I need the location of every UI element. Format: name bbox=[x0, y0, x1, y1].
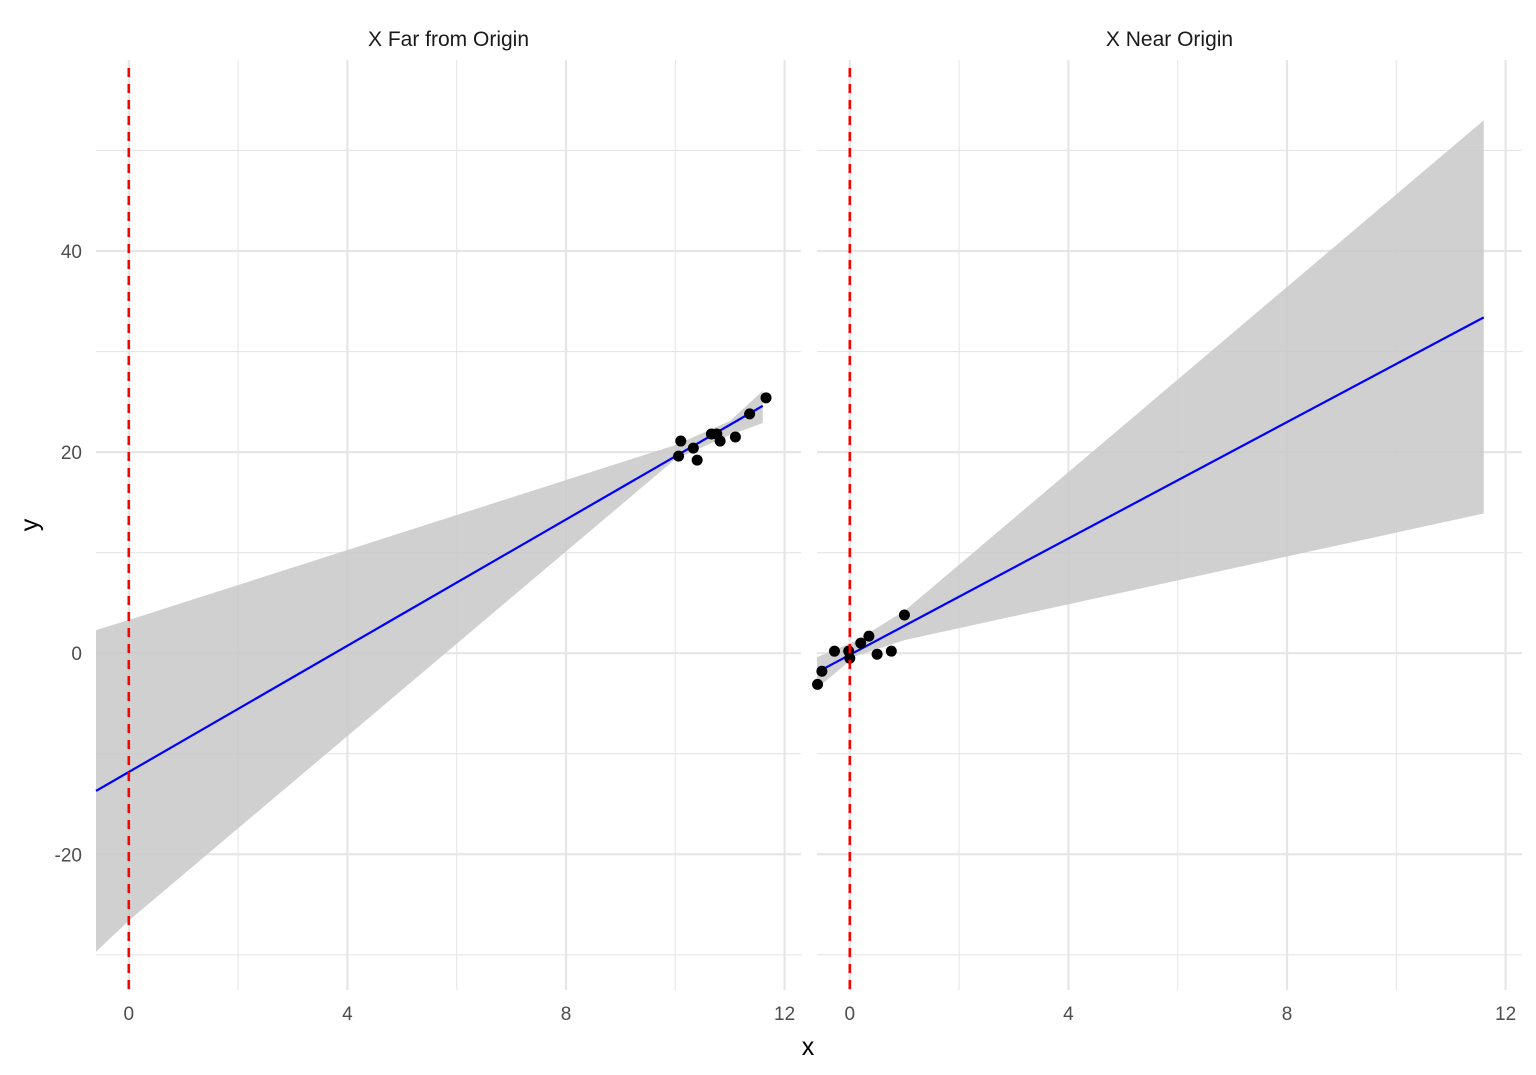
y-tick-label: 20 bbox=[61, 443, 82, 464]
data-point bbox=[871, 648, 883, 660]
x-tick-label: 8 bbox=[1282, 1004, 1293, 1025]
data-point bbox=[675, 435, 687, 447]
y-axis-title: y bbox=[16, 518, 44, 531]
panel-title: X Near Origin bbox=[1106, 28, 1233, 51]
data-point bbox=[673, 450, 685, 462]
y-tick-label: 40 bbox=[61, 242, 82, 263]
data-point bbox=[729, 431, 741, 443]
data-point bbox=[687, 442, 699, 454]
data-point bbox=[744, 408, 756, 420]
y-tick-label: -20 bbox=[55, 845, 82, 866]
x-tick-label: 0 bbox=[845, 1004, 856, 1025]
x-tick-label: 0 bbox=[124, 1004, 135, 1025]
y-tick-label: 0 bbox=[71, 644, 82, 665]
data-point bbox=[828, 645, 840, 657]
x-tick-label: 12 bbox=[1495, 1004, 1516, 1025]
panel-2: X Near Origin 0 4 8 12 bbox=[812, 28, 1522, 1025]
data-point bbox=[812, 678, 824, 690]
data-point bbox=[691, 454, 703, 466]
data-point bbox=[885, 645, 897, 657]
fit-line bbox=[816, 316, 1485, 674]
x-tick-label: 8 bbox=[561, 1004, 572, 1025]
x-tick-label: 12 bbox=[774, 1004, 795, 1025]
x-tick-label: 4 bbox=[342, 1004, 353, 1025]
panel-1: X Far from Origin 0 4 8 12 bbox=[95, 28, 801, 1025]
confidence-band bbox=[96, 390, 763, 952]
data-point bbox=[863, 630, 875, 642]
data-point bbox=[855, 637, 867, 649]
data-point bbox=[898, 609, 910, 621]
fit-line bbox=[95, 404, 764, 792]
confidence-band bbox=[817, 120, 1484, 689]
data-point bbox=[714, 435, 726, 447]
data-point bbox=[816, 665, 828, 677]
data-point bbox=[844, 652, 856, 664]
data-point bbox=[760, 392, 772, 404]
x-axis-title: x bbox=[802, 1033, 815, 1061]
panel-title: X Far from Origin bbox=[368, 28, 529, 51]
x-tick-label: 4 bbox=[1063, 1004, 1074, 1025]
